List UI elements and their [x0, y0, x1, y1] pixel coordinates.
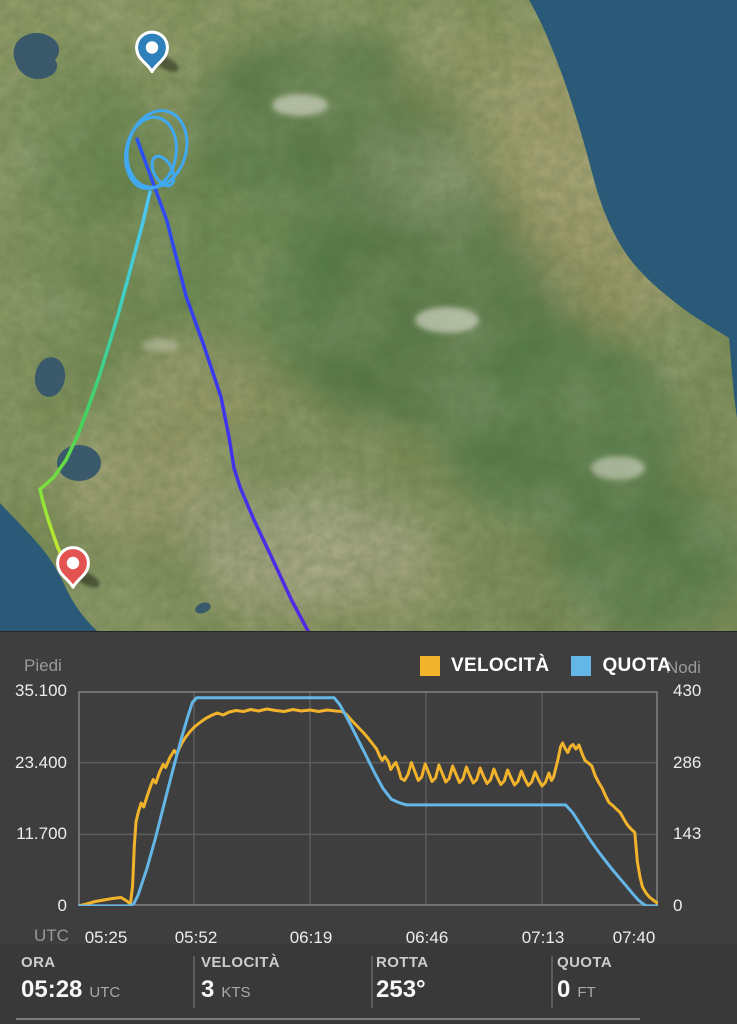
left-tick-35100: 35.100 [15, 681, 67, 700]
telemetry-bar: ORA 05:28 UTC VELOCITÀ 3 KTS ROTTA 253° … [0, 944, 737, 1024]
flight-track-layer [38, 109, 310, 631]
destination-marker[interactable] [56, 546, 103, 591]
satellite-map[interactable] [0, 0, 737, 631]
x-axis-unit-label: UTC [34, 926, 69, 945]
adriatic-sea [529, 0, 737, 418]
time-unit: UTC [89, 984, 121, 1001]
speed-section: VELOCITÀ 3 KTS [201, 954, 280, 1004]
bottom-divider [16, 1018, 640, 1020]
track-label: ROTTA [376, 954, 429, 971]
legend-altitude-label: QUOTA [602, 655, 672, 676]
sea-layer [0, 0, 737, 631]
right-tick-143: 143 [673, 824, 702, 843]
left-tick-11700: 11.700 [16, 824, 67, 843]
x-tick-0740: 07:40 [612, 928, 656, 947]
x-tick-0646: 06:46 [405, 928, 449, 947]
speed-value: 3 [201, 976, 215, 1003]
track-value: 253° [376, 976, 426, 1003]
altitude-value: 0 [557, 976, 571, 1003]
lake-albano [195, 602, 211, 614]
map-view[interactable] [0, 0, 737, 631]
speed-label: VELOCITÀ [201, 954, 281, 971]
lake-trasimeno [13, 32, 60, 80]
right-tick-286: 286 [673, 753, 702, 772]
position-marker[interactable] [135, 30, 182, 75]
track-section: ROTTA 253° [376, 954, 433, 1004]
x-tick-0552: 05:52 [174, 928, 218, 947]
section-divider [551, 956, 553, 1008]
x-tick-0525: 05:25 [84, 928, 128, 947]
legend-item-altitude[interactable]: QUOTA [571, 655, 671, 677]
section-divider [193, 956, 195, 1008]
map-pins-layer [56, 30, 182, 591]
right-tick-430: 430 [673, 681, 702, 700]
speed-swatch-icon [420, 656, 440, 676]
tyrrhenian-sea [0, 503, 97, 631]
right-tick-0: 0 [673, 896, 683, 915]
left-axis-unit-label: Piedi [24, 656, 62, 675]
altitude-label: QUOTA [557, 954, 613, 971]
altitude-section: QUOTA 0 FT [557, 954, 612, 1004]
speed-unit: KTS [221, 984, 251, 1001]
time-section: ORA 05:28 UTC [21, 954, 120, 1004]
x-tick-0713: 07:13 [521, 928, 565, 947]
flight-graph-panel: Piedi Nodi VELOCITÀ QUOTA 35.100 23.400 … [0, 631, 737, 947]
right-axis-unit-label: Nodi [666, 658, 701, 677]
time-label: ORA [21, 954, 56, 971]
section-divider [371, 956, 373, 1008]
chart-legend: VELOCITÀ QUOTA [420, 655, 693, 677]
altitude-swatch-icon [571, 656, 592, 676]
lake-bolsena [34, 357, 66, 397]
left-tick-0: 0 [57, 896, 67, 915]
altitude-speed-chart[interactable] [76, 691, 660, 908]
time-value: 05:28 [21, 976, 83, 1003]
legend-speed-label: VELOCITÀ [451, 655, 550, 676]
left-tick-23400: 23.400 [15, 753, 67, 772]
altitude-unit: FT [577, 984, 596, 1001]
legend-item-speed[interactable]: VELOCITÀ [420, 655, 549, 677]
x-tick-0619: 06:19 [289, 928, 333, 947]
